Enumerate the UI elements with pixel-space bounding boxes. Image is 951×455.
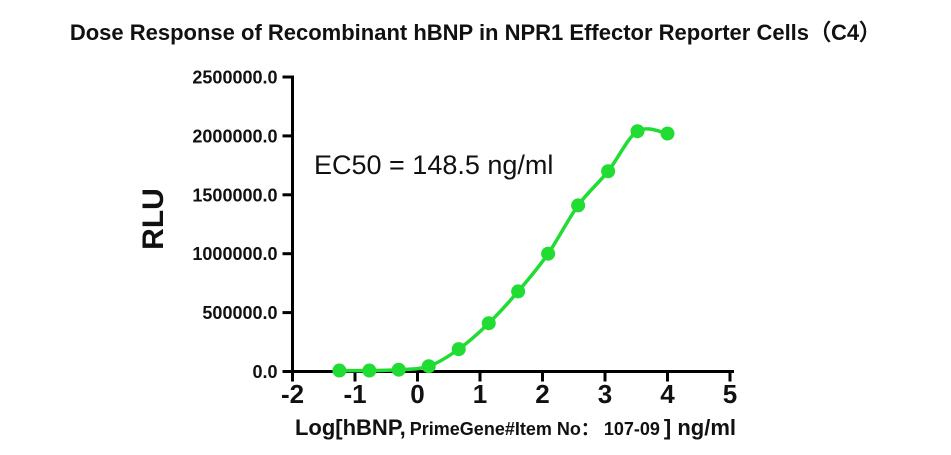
data-point (451, 342, 466, 357)
x-tick-label: 2 (535, 379, 549, 409)
y-tick-label: 500000.0 (202, 303, 277, 323)
dose-response-curve (337, 127, 670, 373)
data-point (630, 124, 645, 139)
x-tick-label: 1 (473, 379, 487, 409)
y-tick-label: 0.0 (252, 362, 277, 382)
x-axis-title: Log[hBNP, PrimeGene#Item No： 107-09] ng/m… (293, 415, 738, 441)
chart-title: Dose Response of Recombinant hBNP in NPR… (69, 20, 882, 45)
y-tick-label: 1000000.0 (192, 244, 277, 264)
x-tick-label: 3 (598, 379, 612, 409)
data-point (571, 198, 586, 213)
x-axis-title-suffix: ] ng/ml (663, 415, 737, 440)
data-point (601, 164, 616, 179)
y-tick-label: 2500000.0 (192, 68, 277, 88)
data-point (481, 316, 496, 331)
x-tick-label: 5 (723, 379, 737, 409)
data-point (332, 363, 347, 378)
data-point (541, 246, 556, 261)
data-point (421, 359, 436, 374)
data-point (391, 362, 406, 377)
x-tick-label: 4 (660, 379, 675, 409)
data-point (511, 284, 526, 299)
data-point (660, 126, 675, 141)
x-tick-label: 0 (410, 379, 424, 409)
x-tick-label: -1 (343, 379, 366, 409)
x-axis-title-prefix: Log[hBNP, (294, 415, 406, 440)
ec50-annotation: EC50 = 148.5 ng/ml (314, 150, 554, 180)
data-point (362, 363, 377, 378)
x-tick-label: -2 (281, 379, 304, 409)
y-tick-label: 2000000.0 (192, 126, 277, 146)
y-tick-label: 1500000.0 (192, 185, 277, 205)
x-axis-title-middle: PrimeGene#Item No： 107-09 (409, 419, 660, 439)
